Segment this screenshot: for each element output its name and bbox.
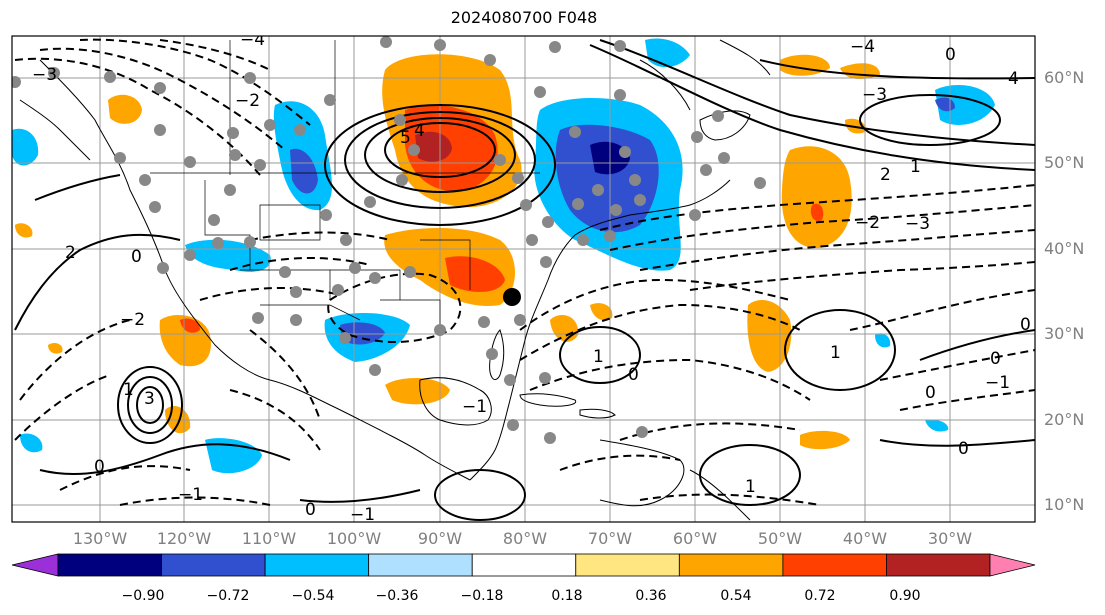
contour-label: −1 (462, 397, 487, 417)
colorbar-tick-label: 0.18 (551, 588, 583, 604)
lon-label: 120°W (156, 529, 212, 548)
lat-label: 10°N (1044, 495, 1085, 514)
contour-label: 4 (1008, 69, 1019, 89)
contour-label: 0 (628, 365, 639, 385)
contour-label: 1 (123, 380, 134, 400)
station-markers (12, 36, 766, 444)
lat-label: 40°N (1044, 239, 1085, 258)
colorbar-tick-label: −0.90 (121, 588, 165, 604)
map-frame (11, 35, 1036, 523)
lat-label: 50°N (1044, 153, 1085, 172)
contour-label: −4 (240, 30, 265, 50)
contour-label: −3 (32, 65, 57, 85)
contour-label: 0 (945, 45, 956, 65)
positive-anomaly-great-lakes-max (415, 131, 452, 162)
contour-labels: 1 1 1 1 1 −1 −1 −1 −1 −2 −2 −2 −3 −3 −3 … (32, 30, 1031, 525)
colorbar-segment (471, 553, 577, 577)
contours-negative (14, 38, 1035, 506)
contour-label: 0 (131, 247, 142, 267)
contour-label: −4 (850, 37, 875, 57)
colorbar-segment (264, 553, 370, 577)
contour-label: 2 (65, 243, 76, 263)
lon-label: 130°W (72, 529, 128, 548)
contour-label: 0 (305, 500, 316, 520)
lat-label: 60°N (1044, 68, 1085, 87)
lon-label: 70°W (587, 529, 633, 548)
colorbar-tick-label: −0.18 (460, 588, 504, 604)
contour-label: −1 (985, 373, 1010, 393)
map-background (12, 36, 1035, 522)
lon-label: 40°W (842, 529, 888, 548)
contour-label: 1 (593, 347, 604, 367)
contour-label: 0 (925, 383, 936, 403)
colorbar-tick-label: −0.54 (291, 588, 335, 604)
contour-label: 1 (830, 343, 841, 363)
colorbar-segment (57, 553, 162, 577)
contour-label: −2 (120, 310, 145, 330)
contour-label: −3 (905, 214, 930, 234)
colorbar-segment (678, 553, 784, 577)
colorbar-segment (782, 553, 887, 577)
colorbar-segment (886, 553, 991, 577)
lon-label: 50°W (757, 529, 803, 548)
contour-label: 2 (880, 165, 891, 185)
colorbar-segment (368, 553, 473, 577)
contour-label: 0 (990, 349, 1001, 369)
coastlines (19, 39, 771, 521)
lon-label: 60°W (672, 529, 718, 548)
colorbar-tick-label: −0.36 (375, 588, 419, 604)
colorbar (11, 553, 1036, 577)
lon-label: 100°W (326, 529, 382, 548)
contour-label: −3 (862, 85, 887, 105)
colorbar-tick-label: −0.72 (206, 588, 250, 604)
graticule (12, 36, 1035, 522)
lon-label: 80°W (502, 529, 548, 548)
map-title: 2024080700 F048 (450, 8, 598, 27)
contour-label: 3 (144, 389, 155, 409)
colorbar-tick-label: 0.36 (635, 588, 667, 604)
contour-label: −1 (178, 485, 203, 505)
contour-label: −1 (350, 505, 375, 525)
contour-label: −2 (855, 213, 880, 233)
colorbar-arrow-left (11, 553, 59, 577)
contour-label: 1 (910, 157, 921, 177)
colorbar-tick-label: 0.72 (804, 588, 836, 604)
lon-label: 90°W (417, 529, 463, 548)
lon-label: 110°W (241, 529, 297, 548)
contour-label: 0 (94, 457, 105, 477)
contour-label: 1 (745, 477, 756, 497)
colorbar-arrow-right (989, 553, 1036, 577)
positive-anomaly-ohio-core (445, 256, 505, 292)
lat-label: 30°N (1044, 324, 1085, 343)
contour-label: 4 (414, 121, 425, 141)
positive-anomaly-atlantic (781, 146, 852, 249)
contours-positive (14, 39, 1035, 521)
colorbar-segment (161, 553, 266, 577)
shaded-anomalies (12, 38, 995, 474)
contour-label: 0 (958, 439, 969, 459)
colorbar-segment (575, 553, 680, 577)
highlight-station-marker (503, 288, 521, 306)
lat-label: 20°N (1044, 410, 1085, 429)
lon-label: 30°W (927, 529, 973, 548)
contour-label: −2 (235, 91, 260, 111)
colorbar-tick-label: 0.90 (889, 588, 921, 604)
contour-label: 5 (400, 128, 411, 148)
contour-label: 0 (1020, 315, 1031, 335)
colorbar-tick-label: 0.54 (720, 588, 752, 604)
